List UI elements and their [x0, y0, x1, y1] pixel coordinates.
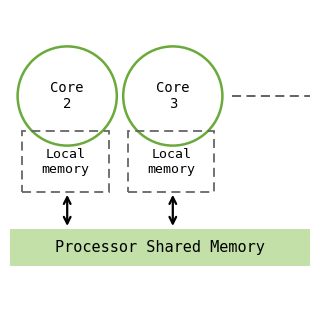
Bar: [10, 229, 310, 266]
Text: Core
2: Core 2: [51, 81, 84, 111]
Text: Core
3: Core 3: [156, 81, 189, 111]
Text: Local
memory: Local memory: [42, 148, 90, 176]
Text: Local
memory: Local memory: [147, 148, 195, 176]
Bar: [128, 131, 214, 192]
Text: Processor Shared Memory: Processor Shared Memory: [55, 240, 265, 255]
Bar: [22, 131, 109, 192]
